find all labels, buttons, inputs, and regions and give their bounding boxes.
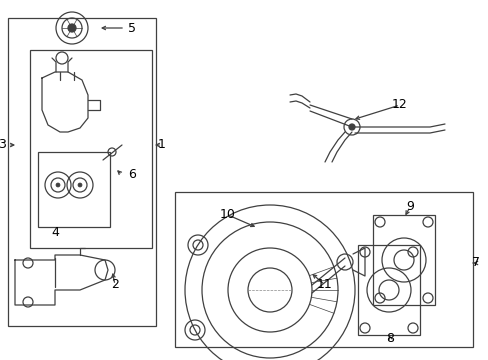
Text: 4: 4 xyxy=(51,225,59,238)
Text: 7: 7 xyxy=(471,256,479,270)
Text: 11: 11 xyxy=(317,279,332,292)
Text: 8: 8 xyxy=(385,332,393,345)
Circle shape xyxy=(78,183,82,187)
Text: 10: 10 xyxy=(220,208,235,221)
Circle shape xyxy=(56,183,60,187)
Circle shape xyxy=(68,24,76,32)
Bar xyxy=(30,50,152,248)
Text: 12: 12 xyxy=(391,99,407,112)
Bar xyxy=(175,192,472,347)
Bar xyxy=(38,152,110,227)
Text: 5: 5 xyxy=(128,22,136,35)
Bar xyxy=(8,18,156,326)
Text: 1: 1 xyxy=(158,139,165,152)
Text: 9: 9 xyxy=(405,201,413,213)
Text: 3: 3 xyxy=(0,139,6,152)
Bar xyxy=(372,215,434,305)
Text: 6: 6 xyxy=(128,168,136,181)
Circle shape xyxy=(348,124,354,130)
Bar xyxy=(357,245,419,335)
Text: 2: 2 xyxy=(111,279,119,292)
